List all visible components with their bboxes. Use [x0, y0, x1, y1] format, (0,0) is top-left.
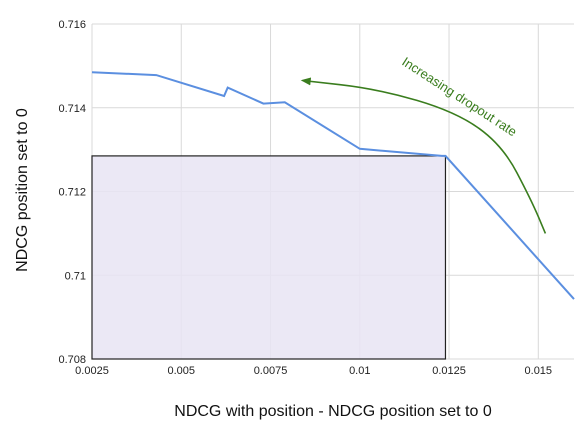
y-tick-label: 0.714: [58, 103, 86, 115]
highlight-box: [91, 155, 447, 360]
annotation-text: Increasing dropout rate: [399, 54, 519, 139]
annotation-arrow: [300, 77, 547, 234]
x-tick-label: 0.0075: [254, 365, 288, 377]
x-tick-label: 0.015: [525, 365, 553, 377]
y-tick-labels: 0.708 0.71 0.712 0.714 0.716: [58, 19, 86, 366]
y-tick-label: 0.708: [58, 354, 86, 366]
x-tick-label: 0.005: [167, 365, 195, 377]
y-tick-label: 0.71: [65, 270, 86, 282]
x-axis-label: NDCG with position - NDCG position set t…: [174, 403, 492, 420]
y-axis-label: NDCG position set to 0: [14, 108, 31, 272]
x-tick-label: 0.0125: [432, 365, 466, 377]
y-tick-label: 0.712: [58, 187, 86, 199]
x-tick-label: 0.0025: [75, 365, 109, 377]
series-line: [91, 71, 575, 300]
x-tick-label: 0.01: [349, 365, 370, 377]
y-tick-label: 0.716: [58, 19, 86, 31]
x-tick-labels: 0.0025 0.005 0.0075 0.01 0.0125 0.015: [75, 365, 552, 377]
